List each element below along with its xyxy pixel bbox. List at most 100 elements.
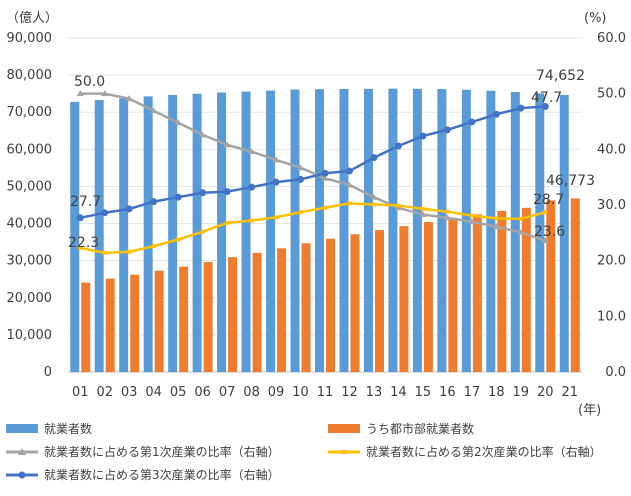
y-left-tick-label: 40,000 <box>7 217 53 232</box>
point-line-3 <box>199 189 207 197</box>
y-left-tick-label: 30,000 <box>7 254 53 269</box>
bar-employed <box>437 89 447 373</box>
x-tick-label: 01 <box>72 385 89 400</box>
bar-urban-employed <box>521 207 531 372</box>
bar-urban-employed <box>252 252 262 372</box>
left-axis-unit: （億人） <box>6 10 58 26</box>
bar-employed <box>535 93 545 373</box>
series-line-1 <box>80 92 546 242</box>
point-line-1 <box>370 193 378 200</box>
bar-employed <box>143 96 153 372</box>
bar-urban-employed <box>130 274 140 372</box>
point-line-3 <box>394 142 402 150</box>
x-tick-label: 03 <box>121 385 138 400</box>
series-line-3 <box>79 105 546 220</box>
point-line-1 <box>174 119 182 126</box>
point-line-2 <box>323 205 327 210</box>
y-right-tick-label: 30.0 <box>597 198 626 213</box>
bar-urban-employed <box>472 214 482 372</box>
bar-employed <box>266 90 276 372</box>
line3-last-label: 47.7 <box>531 90 562 106</box>
bar-employed <box>119 98 129 372</box>
point-line-3 <box>468 118 476 126</box>
x-tick-label: 17 <box>464 385 481 400</box>
point-line-3 <box>248 183 256 191</box>
point-line-1 <box>345 181 353 188</box>
bar-urban-employed <box>326 238 335 372</box>
bar-employed <box>168 94 178 373</box>
bar-employed <box>559 94 569 372</box>
point-line-1 <box>125 95 133 102</box>
point-line-2 <box>78 245 83 250</box>
point-line-1 <box>517 228 525 235</box>
point-line-3 <box>174 193 182 201</box>
point-line-3 <box>541 102 549 110</box>
y-left-tick-label: 20,000 <box>7 291 53 306</box>
x-tick-label: 04 <box>145 385 162 400</box>
x-tick-label: 12 <box>341 385 358 400</box>
point-line-1 <box>150 107 158 114</box>
legend-swatch-bar2 <box>328 424 360 433</box>
right-axis-unit: (%) <box>584 11 607 26</box>
point-line-2 <box>151 244 156 249</box>
x-tick-label: 02 <box>96 385 113 400</box>
point-line-2 <box>298 210 303 215</box>
x-tick-label: 16 <box>439 385 456 400</box>
bar-employed <box>290 89 300 372</box>
y-right-tick-label: 40.0 <box>597 142 626 157</box>
bar-employed <box>241 91 251 372</box>
point-line-1 <box>76 90 84 97</box>
bar-urban-employed <box>301 243 311 372</box>
legend-label-line2: 就業者数に占める第2次産業の比率（右軸） <box>366 444 602 459</box>
y-left-tick-label: 10,000 <box>7 328 53 343</box>
bar-urban-employed <box>374 230 384 372</box>
point-line-2 <box>494 216 499 221</box>
bar-employed <box>339 89 349 372</box>
point-line-3 <box>223 188 231 196</box>
bar-urban-employed <box>277 248 287 372</box>
x-tick-label: 18 <box>488 385 505 400</box>
bar-urban-employed <box>105 278 115 372</box>
bar-employed <box>461 89 471 373</box>
bar-employed <box>70 101 80 372</box>
point-line-3 <box>125 205 133 213</box>
bar-employed <box>363 88 373 373</box>
point-line-1 <box>492 223 500 230</box>
bar-employed <box>94 100 104 372</box>
x-axis-unit: (年) <box>578 403 601 418</box>
bar-urban-employed <box>546 200 556 372</box>
point-line-1 <box>321 174 329 181</box>
point-line-3 <box>419 132 427 140</box>
x-tick-label: 06 <box>194 385 211 400</box>
point-line-3 <box>321 169 329 177</box>
x-tick-label: 07 <box>219 385 236 400</box>
point-line-2 <box>102 250 107 255</box>
x-tick-label: 13 <box>366 385 383 400</box>
y-left-tick-label: 0 <box>44 365 52 380</box>
x-tick-label: 08 <box>243 385 260 400</box>
point-line-3 <box>443 126 451 134</box>
y-right-tick-label: 50.0 <box>597 87 626 102</box>
point-line-3 <box>150 198 158 206</box>
bar-urban-employed <box>497 210 507 372</box>
x-tick-label: 15 <box>415 385 432 400</box>
bar-urban-employed <box>81 282 91 372</box>
point-line-2 <box>371 202 376 207</box>
point-line-3 <box>297 175 305 183</box>
point-line-1 <box>223 141 231 148</box>
point-line-1 <box>199 131 207 138</box>
bar1-last-label: 74,652 <box>536 68 585 84</box>
y-left-tick-label: 70,000 <box>7 105 53 120</box>
point-line-3 <box>492 110 500 118</box>
legend-label-line3: 就業者数に占める第3次産業の比率（右軸） <box>44 467 280 482</box>
point-line-1 <box>101 90 109 97</box>
bar-employed <box>315 89 324 372</box>
x-tick-label: 19 <box>513 385 530 400</box>
y-left-tick-label: 90,000 <box>7 31 53 46</box>
legend-marker-1 <box>18 448 26 455</box>
line3-first-label: 27.7 <box>70 194 101 210</box>
bar-urban-employed <box>423 222 433 372</box>
x-tick-label: 11 <box>317 385 334 400</box>
bar-employed <box>486 90 496 372</box>
point-line-3 <box>345 167 353 175</box>
